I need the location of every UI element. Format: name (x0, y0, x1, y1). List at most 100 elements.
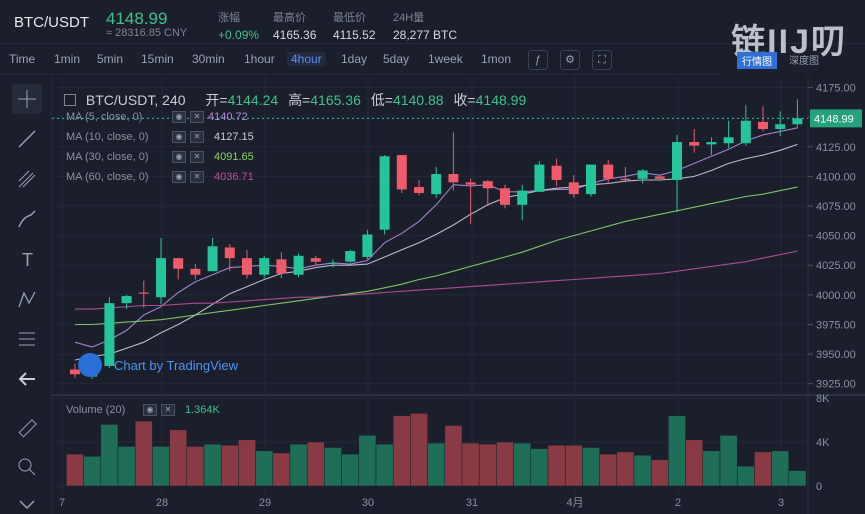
candle-body (345, 251, 356, 262)
candle-body (706, 142, 717, 145)
collapse-legend-icon[interactable] (64, 94, 76, 106)
ma10-legend: MA (10, close, 0) (66, 131, 149, 143)
volume-bar (83, 456, 102, 487)
tradingview-badge[interactable]: Chart by TradingView (78, 352, 238, 378)
interval-5min[interactable]: 5min (97, 52, 124, 66)
brush-icon[interactable] (12, 204, 42, 234)
interval-1hour[interactable]: 1hour (244, 52, 275, 66)
candlestick-chart[interactable]: 4175.004150.004125.004100.004075.004050.… (52, 76, 865, 514)
trendline-icon[interactable] (12, 124, 42, 154)
candle-body (138, 292, 149, 294)
pattern-icon[interactable] (12, 284, 42, 314)
volume-bar (685, 439, 704, 487)
stat-label: 24H量 (393, 12, 425, 24)
candle-body (603, 164, 614, 179)
ma-label: MA (5, close, 0) (66, 111, 143, 123)
candle-body (482, 181, 493, 189)
close-icon[interactable]: ✕ (190, 131, 204, 143)
eye-icon[interactable]: ◉ (172, 171, 186, 183)
candle-body (207, 246, 218, 272)
candle-body (586, 164, 596, 195)
crosshair-icon[interactable] (12, 84, 42, 114)
candle-body (224, 247, 235, 259)
volume-bar (530, 448, 549, 487)
settings-icon[interactable]: ⚙ (560, 50, 580, 70)
indicator-icon[interactable]: ƒ (528, 50, 548, 70)
volume-tick-label: 4K (816, 437, 830, 449)
time-tick-label: 3 (778, 497, 784, 509)
candle-body (568, 182, 579, 195)
interval-1mon[interactable]: 1mon (481, 52, 512, 66)
interval-1day[interactable]: 1day (341, 52, 368, 66)
tab-depth[interactable]: 深度图 (789, 56, 819, 67)
back-arrow-icon[interactable] (12, 364, 42, 394)
stat-low: 最低价 4115.52 (333, 9, 376, 42)
candle-body (156, 258, 166, 298)
volume-bar (410, 413, 428, 487)
candle-body (431, 174, 442, 195)
volume-bar (547, 445, 566, 487)
candle-body (534, 164, 545, 192)
close-icon[interactable]: ✕ (190, 151, 204, 163)
price-tick-label: 3975.00 (816, 319, 856, 331)
interval-time[interactable]: Time (9, 52, 36, 66)
volume-bar (513, 442, 532, 487)
eye-icon[interactable]: ◉ (172, 151, 186, 163)
interval-toolbar: Time 1min 5min 15min 30min 1hour 4hour 1… (0, 45, 720, 75)
volume-bar (392, 415, 411, 487)
volume-bar (719, 435, 738, 487)
pair-name: BTC/USDT (14, 14, 89, 31)
interval-4hour[interactable]: 4hour (287, 52, 326, 66)
volume-bar (220, 445, 239, 487)
interval-15min[interactable]: 15min (141, 52, 174, 66)
price-tick-label: 4075.00 (816, 201, 856, 213)
volume-bar (375, 443, 394, 487)
tab-kline[interactable]: 行情图 (737, 52, 777, 69)
candle-body (792, 118, 803, 125)
volume-tick-label: 8K (816, 393, 830, 405)
close-icon[interactable]: ✕ (190, 111, 204, 123)
price-tick-label: 4050.00 (816, 231, 856, 243)
interval-1min[interactable]: 1min (54, 52, 81, 66)
interval-1week[interactable]: 1week (428, 52, 463, 66)
volume-bar (564, 445, 583, 487)
close-icon[interactable]: ✕ (161, 404, 175, 416)
volume-bar (461, 442, 480, 487)
fib-icon[interactable] (12, 324, 42, 354)
eye-icon[interactable]: ◉ (143, 404, 157, 416)
candle-body (689, 142, 700, 146)
high-value: 4165.36 (310, 92, 361, 108)
eye-icon[interactable]: ◉ (172, 111, 186, 123)
candle-body (448, 174, 459, 183)
zoom-in-icon[interactable] (12, 452, 42, 482)
volume-bar (702, 450, 721, 487)
ruler-icon[interactable] (12, 414, 42, 444)
ma-label: MA (10, close, 0) (66, 131, 149, 143)
collapse-icon[interactable] (12, 490, 42, 514)
volume-value: 1.364K (185, 404, 220, 416)
stat-value: +0.09% (218, 28, 260, 42)
volume-bar (255, 450, 274, 487)
volume-bar (324, 447, 342, 487)
candle-body (293, 255, 304, 275)
fullscreen-icon[interactable]: ⛶ (592, 50, 612, 70)
low-value: 4140.88 (392, 92, 444, 108)
volume-bar (100, 424, 119, 487)
volume-bar (169, 429, 188, 487)
pitchfork-icon[interactable] (12, 164, 42, 194)
interval-30min[interactable]: 30min (192, 52, 225, 66)
high-label: 高= (288, 92, 311, 108)
chart-legend: BTC/USDT, 240 开=4144.24 高=4165.36 低=4140… (64, 90, 526, 110)
ma10-value: 4127.15 (214, 131, 254, 143)
stat-label: 最高价 (273, 12, 306, 24)
text-icon[interactable]: T (12, 244, 42, 274)
volume-bar (582, 447, 600, 487)
volume-bar (186, 446, 205, 487)
volume-tick-label: 0 (816, 481, 822, 493)
volume-bar (668, 415, 686, 487)
eye-icon[interactable]: ◉ (172, 131, 186, 143)
price-tick-label: 4100.00 (816, 171, 856, 183)
interval-5day[interactable]: 5day (383, 52, 410, 66)
time-tick-label: 30 (362, 497, 374, 509)
close-icon[interactable]: ✕ (190, 171, 204, 183)
